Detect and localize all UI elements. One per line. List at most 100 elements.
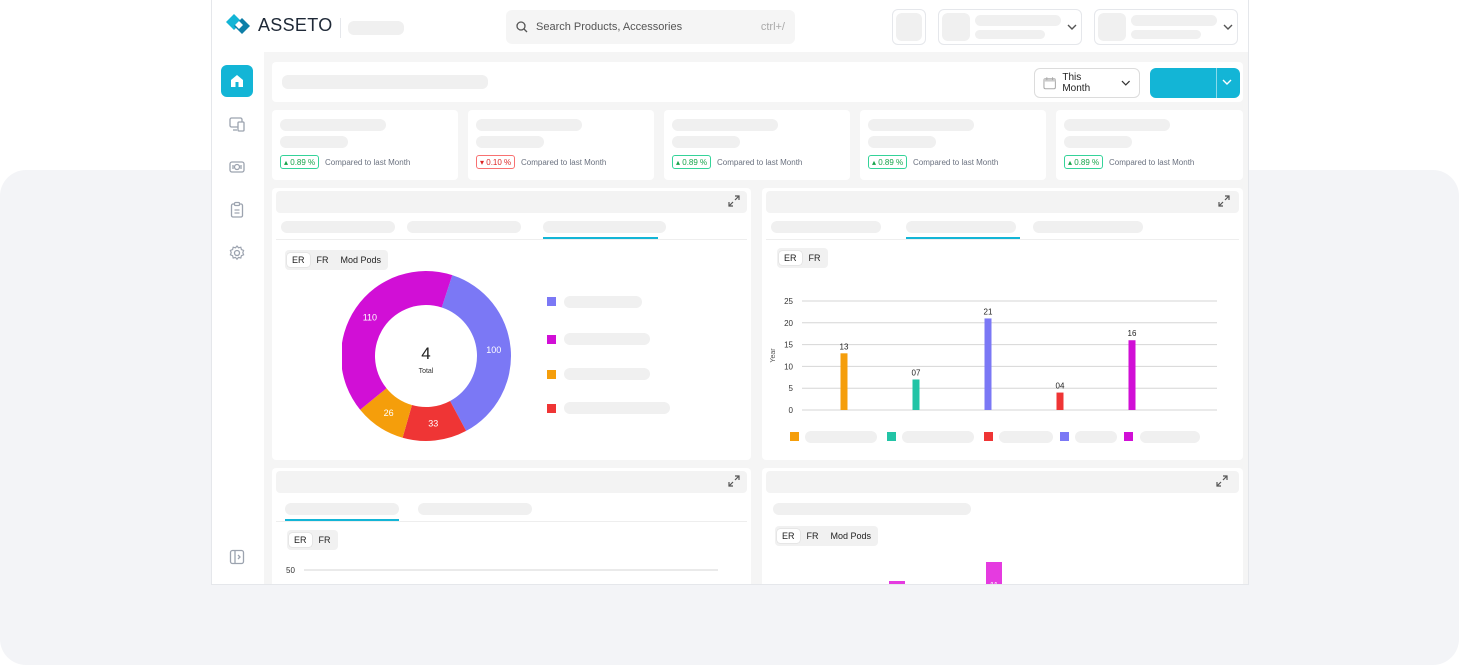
legend-swatch: [547, 370, 556, 379]
donut-slice[interactable]: [360, 388, 412, 438]
segment-fr[interactable]: FR: [808, 253, 821, 263]
segment-control: ER FR: [287, 530, 338, 550]
expand-icon[interactable]: [1218, 195, 1230, 207]
expand-icon[interactable]: [728, 475, 740, 487]
primary-action-button[interactable]: [1150, 68, 1240, 98]
stat-delta-badge: ▴ 0.89 %: [672, 155, 712, 169]
tab-2[interactable]: [407, 221, 521, 233]
tab-3-active[interactable]: [543, 221, 666, 233]
tab-2-active[interactable]: [906, 221, 1016, 233]
stat-delta-value: 0.89 %: [290, 157, 316, 167]
stat-card: ▴ 0.89 % Compared to last Month: [1056, 110, 1243, 180]
legend-label-skeleton: [564, 296, 642, 308]
stat-title-skeleton: [476, 119, 582, 131]
donut-center-label: Total: [419, 368, 434, 375]
expand-icon[interactable]: [728, 195, 740, 207]
chevron-down-icon: [1121, 80, 1131, 86]
segment-er[interactable]: ER: [289, 533, 312, 547]
stat-compare-text: Compared to last Month: [913, 158, 999, 167]
sidebar-item-devices[interactable]: [221, 108, 253, 140]
legend-label-skeleton: [564, 368, 650, 380]
user-menu[interactable]: [1094, 9, 1238, 45]
stat-delta-value: 0.10 %: [486, 157, 512, 167]
search-bar[interactable]: Search Products, Accessories ctrl+/: [506, 10, 795, 44]
user-name-skeleton: [1131, 15, 1217, 26]
y-tick-label: 5: [789, 384, 794, 393]
y-tick-label: 50: [286, 566, 295, 575]
sidebar-item-reports[interactable]: [221, 194, 253, 226]
bar[interactable]: [889, 581, 905, 585]
search-icon: [516, 21, 528, 33]
segment-er[interactable]: ER: [777, 529, 800, 543]
bar[interactable]: [1056, 392, 1064, 410]
stat-value-skeleton: [280, 136, 348, 148]
bar-value-label: 07: [912, 368, 921, 377]
sidebar-collapse-icon: [229, 549, 245, 565]
segment-fr[interactable]: FR: [318, 535, 331, 545]
bar[interactable]: [984, 318, 992, 410]
donut-slice[interactable]: [402, 400, 467, 441]
page-header: This Month: [272, 62, 1243, 102]
stat-card: ▾ 0.10 % Compared to last Month: [468, 110, 654, 180]
stat-compare-text: Compared to last Month: [325, 158, 411, 167]
tab-1[interactable]: [281, 221, 395, 233]
legend-swatch: [1060, 432, 1069, 441]
sidebar-item-settings[interactable]: [221, 237, 253, 269]
segment-fr[interactable]: FR: [806, 531, 819, 541]
period-selector[interactable]: This Month: [1034, 68, 1140, 98]
segment-er[interactable]: ER: [779, 251, 802, 265]
stat-delta-value: 0.89 %: [1074, 157, 1100, 167]
legend-swatch: [547, 297, 556, 306]
donut-slice[interactable]: [441, 275, 511, 431]
notification-button[interactable]: [892, 9, 926, 45]
line-chart: 50: [286, 566, 718, 575]
legend-swatch: [547, 404, 556, 413]
tab-3[interactable]: [1033, 221, 1143, 233]
store-selector[interactable]: [938, 9, 1082, 45]
stat-value-skeleton: [672, 136, 740, 148]
legend-swatch: [984, 432, 993, 441]
trend-up-icon: ▴: [872, 157, 879, 167]
segment-fr[interactable]: FR: [316, 255, 329, 265]
panel-header: [276, 471, 747, 493]
main-content: This Month ▴ 0.89 % Compared to last Mon…: [264, 52, 1248, 585]
asseto-logo-icon: [226, 14, 250, 34]
workspace-skeleton: [348, 21, 404, 35]
bar[interactable]: [1128, 340, 1136, 410]
legend-label-skeleton: [1140, 431, 1200, 443]
notification-skeleton: [896, 13, 922, 41]
legend-label-skeleton: [902, 431, 974, 443]
stat-compare-text: Compared to last Month: [1109, 158, 1195, 167]
segment-mod-pods[interactable]: Mod Pods: [830, 531, 872, 541]
sidebar-collapse-button[interactable]: [221, 541, 253, 573]
sidebar-item-home[interactable]: [221, 65, 253, 97]
bar[interactable]: [912, 379, 920, 410]
expand-icon[interactable]: [1216, 475, 1228, 487]
stat-title-skeleton: [672, 119, 778, 131]
trend-up-icon: ▴: [1068, 157, 1075, 167]
legend-label-skeleton: [564, 333, 650, 345]
segment-er[interactable]: ER: [287, 253, 310, 267]
bar[interactable]: [986, 562, 1002, 585]
top-bar: ASSETO Search Products, Accessories ctrl…: [212, 0, 1248, 52]
sidebar-item-assets[interactable]: [221, 151, 253, 183]
donut-center-value: 4: [421, 344, 430, 363]
bar-value-label: 04: [1056, 382, 1065, 391]
search-shortcut: ctrl+/: [760, 21, 785, 33]
gear-icon: [229, 245, 245, 261]
segment-control: ER FR Mod Pods: [285, 250, 389, 270]
sidebar: [212, 52, 264, 584]
donut-chart-panel: ER FR Mod Pods 100 33 26 110 4 Total: [272, 188, 751, 460]
tab-2[interactable]: [418, 503, 532, 515]
tab-1[interactable]: [771, 221, 881, 233]
speaker-icon: [229, 161, 245, 173]
segment-control: ER FR Mod Pods: [775, 526, 879, 546]
store-sub-skeleton: [975, 30, 1045, 39]
brand-logo[interactable]: ASSETO: [226, 14, 333, 36]
chevron-down-icon[interactable]: [1222, 76, 1232, 88]
donut-slice[interactable]: [342, 271, 453, 410]
segment-mod-pods[interactable]: Mod Pods: [340, 255, 382, 265]
bar[interactable]: [840, 353, 848, 410]
legend-label-skeleton: [1075, 431, 1117, 443]
tab-1-active[interactable]: [285, 503, 399, 515]
